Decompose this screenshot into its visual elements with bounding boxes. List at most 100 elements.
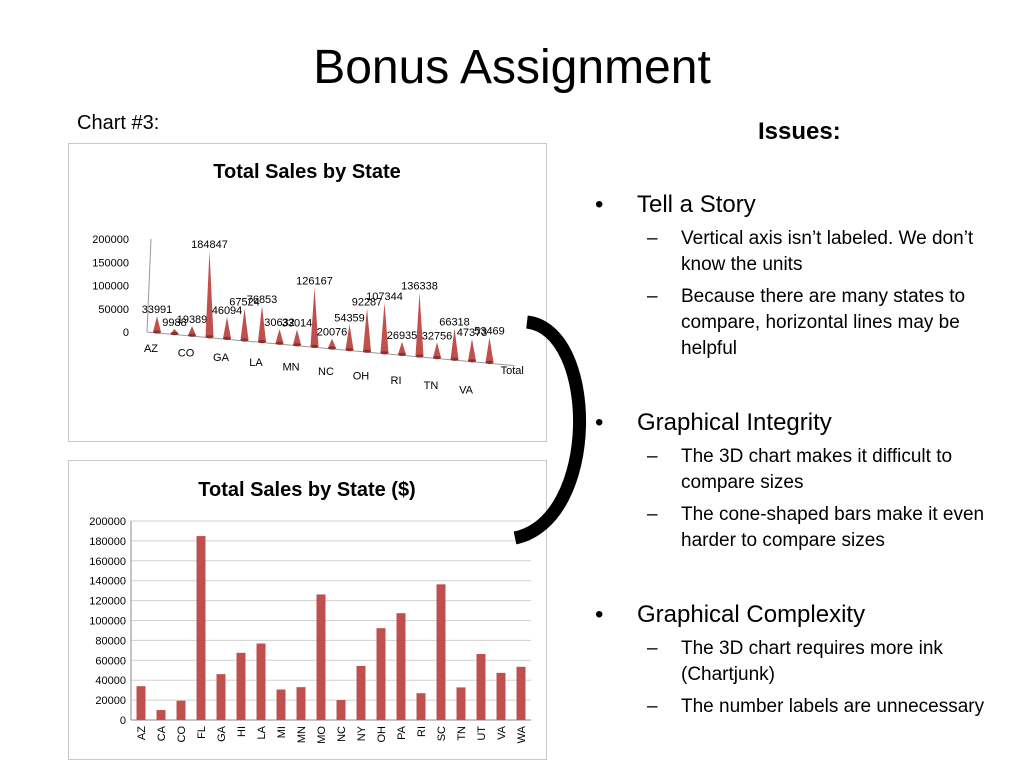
x-tick-label: FL: [196, 726, 208, 739]
issue-tell-a-story: Tell a Story Vertical axis isn’t labeled…: [595, 188, 1005, 362]
y-tick-label: 40000: [95, 675, 126, 687]
bar: [496, 672, 506, 720]
cone: [223, 316, 231, 340]
x-tick-label: VA: [459, 384, 474, 396]
data-label: 67524: [229, 297, 260, 309]
cone-body: [433, 342, 441, 358]
bar-chart: Total Sales by State ($) 0 20000 40000 6000…: [68, 460, 547, 760]
cone-body: [485, 337, 494, 363]
cone-base: [380, 351, 389, 355]
cone-base: [415, 354, 424, 358]
bar: [356, 665, 366, 720]
y-tick-label: 100000: [92, 281, 129, 293]
data-label: 26935: [387, 330, 418, 342]
bar: [316, 594, 326, 720]
cone-body: [468, 338, 476, 361]
x-tick-label: VA: [496, 725, 508, 740]
bar-chart-title: Total Sales by State ($): [198, 479, 415, 501]
y-tick-label: 80000: [95, 635, 126, 647]
chart-label: Chart #3:: [77, 112, 160, 134]
x-tick-label: RI: [391, 375, 402, 387]
x-tick-label: MO: [316, 726, 328, 744]
cone-body: [293, 329, 301, 345]
x-tick-label: MI: [276, 726, 288, 738]
y-tick-label: 100000: [89, 616, 126, 628]
x-tick-label: GA: [213, 352, 230, 364]
bar: [396, 613, 406, 720]
x-tick-label: GA: [216, 725, 228, 742]
y-tick-label: 0: [120, 715, 126, 727]
bar: [136, 686, 146, 720]
cone: [450, 328, 459, 361]
cone: [188, 326, 196, 337]
bar: [236, 652, 246, 720]
cone: [275, 328, 284, 345]
y-tick-label: 120000: [89, 596, 126, 608]
cone: [433, 342, 441, 360]
x-tick-label: RI: [416, 726, 428, 737]
issues-title: Issues:: [758, 118, 841, 145]
x-tick-label: WA: [516, 725, 528, 743]
data-label: 126167: [296, 276, 333, 288]
bar: [216, 674, 226, 720]
data-label: 76853: [247, 294, 278, 306]
data-label: 30632: [264, 317, 295, 329]
x-tick-label: NY: [356, 725, 368, 741]
data-label: 184847: [191, 239, 228, 251]
y-tick-label: 60000: [95, 655, 126, 667]
issue-point: The cone-shaped bars make it even harder…: [637, 502, 1005, 554]
x-tick-label: PA: [396, 725, 408, 740]
cone-body: [415, 292, 424, 356]
cone-base: [398, 352, 406, 356]
cone-body: [153, 316, 161, 332]
data-label: 32756: [422, 330, 453, 342]
cone-body: [275, 328, 284, 344]
issues-list: Tell a Story Vertical axis isn’t labeled…: [595, 188, 1005, 726]
x-tick-label: LA: [249, 357, 263, 369]
bar: [276, 689, 286, 720]
data-label: 54359: [334, 312, 365, 324]
x-tick-label: AZ: [136, 726, 148, 740]
cone-base: [485, 360, 494, 364]
cone-base: [258, 340, 266, 344]
issue-graphical-integrity: Graphical Integrity The 3D chart makes i…: [595, 406, 1005, 554]
x-tick-label: TN: [424, 380, 439, 392]
cone-body: [240, 308, 249, 340]
issue-heading: Graphical Complexity: [637, 601, 866, 628]
bar: [456, 687, 466, 720]
cone: [415, 292, 424, 358]
cone: [205, 250, 214, 339]
cone-base: [223, 336, 231, 340]
cone-base: [345, 348, 354, 352]
x-tick-label: CA: [156, 725, 168, 741]
bar: [256, 643, 266, 720]
x-tick-label: CO: [176, 726, 188, 743]
data-label: 47373: [457, 327, 488, 339]
x-tick-label: SC: [436, 726, 448, 741]
y-tick-label: 200000: [89, 516, 126, 528]
cone-base: [433, 356, 441, 360]
x-tick-label: TN: [456, 726, 468, 741]
cone: [153, 316, 161, 334]
cone-body: [328, 338, 336, 348]
cone-chart: Total Sales by State 0 50000 100000 150000 2…: [68, 143, 547, 442]
cone-chart-svg: Total Sales by State 0 50000 100000 150000 2…: [92, 161, 524, 396]
bar: [516, 666, 526, 720]
issue-heading: Tell a Story: [637, 191, 756, 218]
cone-body: [188, 326, 196, 336]
cone-base: [275, 341, 284, 345]
cone-body: [345, 324, 354, 350]
cone-base: [170, 332, 179, 336]
x-tick-label: OH: [376, 726, 388, 743]
data-label: 9988: [162, 317, 186, 329]
cone-body: [380, 302, 389, 353]
cone: [468, 338, 476, 363]
cone: [310, 287, 319, 348]
bar: [176, 700, 186, 720]
data-label: 53469: [474, 326, 505, 338]
x-tick-label: LA: [256, 725, 268, 739]
bar: [156, 710, 166, 720]
cone: [363, 308, 371, 353]
issue-graphical-complexity: Graphical Complexity The 3D chart requir…: [595, 598, 1005, 720]
y-tick-label: 0: [123, 327, 129, 339]
